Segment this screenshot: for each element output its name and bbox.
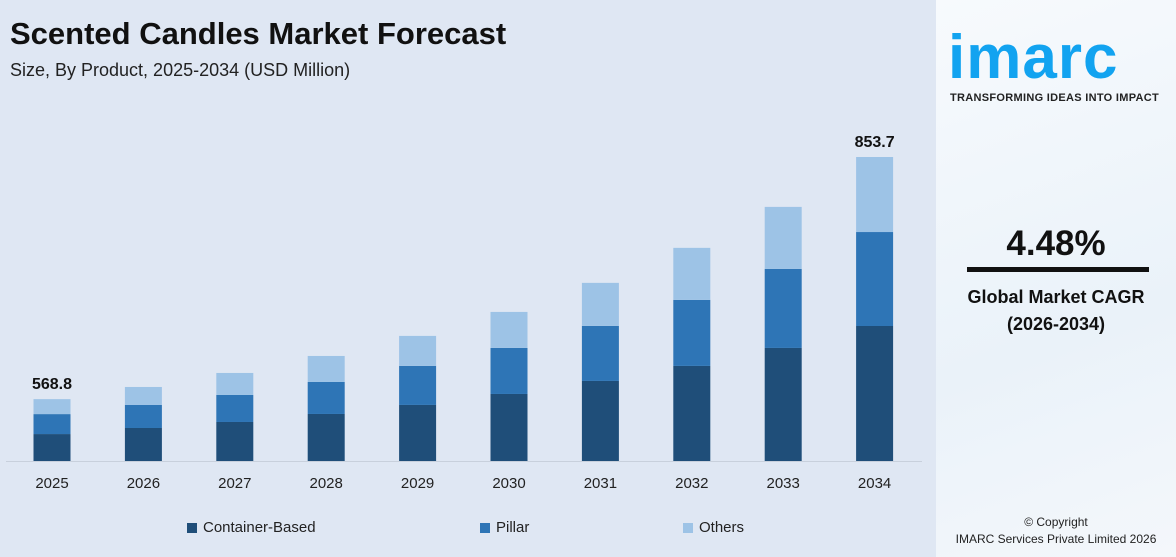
cagr-period: (2026-2034) xyxy=(1006,314,1106,334)
imarc-logo: imarc xyxy=(948,23,1119,92)
bar-container-based-2028 xyxy=(307,413,345,461)
x-tick-label: 2032 xyxy=(675,475,708,492)
bar-others-2030 xyxy=(490,311,528,348)
bar-chart: 2025 568.8 2026 2027 2028 2029 2030 2031 2032 203… xyxy=(6,134,922,492)
bar-pillar-2033 xyxy=(764,268,802,348)
cagr-label: Global Market CAGR xyxy=(967,287,1145,307)
data-label: 568.8 xyxy=(32,376,72,393)
legend-swatch xyxy=(480,522,490,533)
copyright: © Copyright xyxy=(1024,515,1088,529)
bar-others-2032 xyxy=(673,247,711,300)
bar-pillar-2030 xyxy=(490,347,528,394)
tagline: TRANSFORMING IDEAS INTO IMPACT xyxy=(950,92,1160,104)
bar-others-2027 xyxy=(216,372,254,395)
bar-others-2029 xyxy=(399,335,437,366)
legend-label: Pillar xyxy=(496,519,530,536)
bar-pillar-2034 xyxy=(856,232,894,327)
bar-pillar-2032 xyxy=(673,299,711,366)
chart-title: Scented Candles Market Forecast xyxy=(10,16,507,51)
bar-pillar-2025 xyxy=(33,414,71,435)
legend-swatch xyxy=(187,522,197,533)
bar-others-2028 xyxy=(307,355,345,382)
bar-container-based-2034 xyxy=(856,326,894,461)
side-panel: imarc TRANSFORMING IDEAS INTO IMPACT 4.4… xyxy=(936,0,1176,557)
data-label: 853.7 xyxy=(855,134,895,151)
bar-container-based-2030 xyxy=(490,393,528,461)
bar-container-based-2025 xyxy=(33,434,71,461)
bar-pillar-2031 xyxy=(581,325,619,381)
x-tick-label: 2030 xyxy=(492,475,525,492)
x-tick-label: 2029 xyxy=(401,475,434,492)
bar-others-2033 xyxy=(764,206,802,269)
legend-label: Others xyxy=(699,519,745,536)
bar-container-based-2027 xyxy=(216,421,254,461)
cagr-value: 4.48% xyxy=(1006,224,1106,263)
x-tick-label: 2026 xyxy=(127,475,160,492)
bar-pillar-2029 xyxy=(399,365,437,405)
bar-container-based-2032 xyxy=(673,365,711,461)
legend-label: Container-Based xyxy=(203,519,316,536)
bar-pillar-2027 xyxy=(216,394,254,422)
legend-item: Others xyxy=(683,519,744,536)
divider xyxy=(967,267,1149,272)
legend-item: Pillar xyxy=(480,519,529,536)
bar-container-based-2026 xyxy=(124,427,162,461)
bar-pillar-2026 xyxy=(124,404,162,428)
bar-container-based-2029 xyxy=(399,404,437,461)
x-tick-label: 2028 xyxy=(310,475,343,492)
x-tick-label: 2034 xyxy=(858,475,891,492)
x-tick-label: 2025 xyxy=(35,475,68,492)
bar-container-based-2033 xyxy=(764,347,802,461)
bar-others-2025 xyxy=(33,399,71,415)
x-tick-label: 2027 xyxy=(218,475,251,492)
company: IMARC Services Private Limited 2026 xyxy=(955,532,1157,546)
bar-pillar-2028 xyxy=(307,381,345,414)
x-tick-label: 2031 xyxy=(584,475,617,492)
legend-item: Container-Based xyxy=(187,519,316,536)
legend-swatch xyxy=(683,522,693,533)
bar-others-2034 xyxy=(856,157,894,233)
bar-container-based-2031 xyxy=(581,380,619,461)
x-tick-label: 2033 xyxy=(767,475,800,492)
chart-subtitle: Size, By Product, 2025-2034 (USD Million… xyxy=(10,60,351,80)
bar-others-2031 xyxy=(581,282,619,326)
bar-others-2026 xyxy=(124,386,162,405)
